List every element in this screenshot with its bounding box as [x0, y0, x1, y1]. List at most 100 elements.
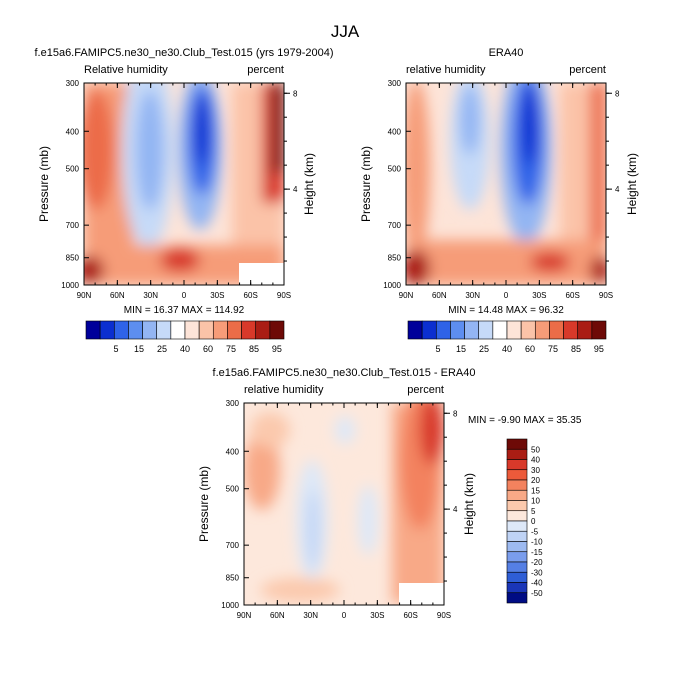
colorbar-label: 60 — [525, 344, 535, 354]
x-tick-label: 30S — [210, 291, 224, 300]
height-tick-label: 4 — [293, 185, 298, 194]
x-tick-label: 60S — [244, 291, 258, 300]
colorbar-box — [506, 489, 528, 501]
colorbar-label: 95 — [594, 344, 604, 354]
colorbar-label: 0 — [531, 517, 536, 526]
x-tick-label: 90N — [237, 611, 252, 620]
x-tick-label: 90N — [77, 291, 92, 300]
x-tick-label: 90S — [599, 291, 613, 300]
colorbar-box — [506, 551, 528, 563]
x-tick-label: 90N — [399, 291, 414, 300]
y-tick-label: 500 — [66, 165, 80, 174]
colorbar-box — [506, 500, 528, 512]
colorbar-box — [99, 320, 115, 340]
colorbar-label: 40 — [531, 456, 540, 465]
panel-title: ERA40 — [489, 47, 524, 59]
colorbar-label: 40 — [180, 344, 190, 354]
y-tick-label: 300 — [226, 399, 240, 408]
panel-title: f.e15a6.FAMIPC5.ne30_ne30.Club_Test.015 … — [213, 367, 476, 379]
height-tick-label: 8 — [615, 89, 620, 98]
colorbar-box — [506, 469, 528, 481]
x-tick-label: 60N — [110, 291, 125, 300]
colorbar-label: 95 — [272, 344, 282, 354]
colorbar-box — [241, 320, 257, 340]
colorbar-label: 15 — [456, 344, 466, 354]
colorbar-label: 85 — [571, 344, 581, 354]
left-label: relative humidity — [406, 64, 486, 76]
colorbar: 5 15 25 40 60 75 85 95 — [407, 320, 607, 354]
x-tick-label: 60N — [270, 611, 285, 620]
colorbar-box — [506, 530, 528, 542]
colorbar-box — [506, 448, 528, 460]
colorbar-label: 40 — [502, 344, 512, 354]
colorbar-box — [198, 320, 214, 340]
y-tick-label: 500 — [388, 165, 402, 174]
colorbar-label: -15 — [531, 548, 543, 557]
colorbar-box — [142, 320, 158, 340]
colorbar-box — [407, 320, 423, 340]
colorbar-box — [506, 541, 528, 553]
x-tick-label: 30S — [370, 611, 384, 620]
colorbar-label: 50 — [531, 445, 540, 454]
heatmap-field — [244, 403, 444, 605]
colorbar-box — [450, 320, 465, 340]
colorbar-label: 60 — [203, 344, 213, 354]
colorbar-label: 85 — [249, 344, 259, 354]
colorbar-box — [534, 320, 550, 340]
panel-model: f.e15a6.FAMIPC5.ne30_ne30.Club_Test.015 … — [34, 47, 333, 354]
colorbar-label: 25 — [479, 344, 489, 354]
axes: 90N 60N 30N 0 30S 60S 90S 300 400 500 700 850 1000 8 4 — [383, 79, 620, 300]
stats-text: MIN = 14.48 MAX = 96.32 — [448, 305, 564, 316]
y-tick-label: 850 — [388, 254, 402, 263]
right-label: percent — [407, 384, 444, 396]
colorbar-label: 15 — [134, 344, 144, 354]
x-tick-label: 90S — [277, 291, 291, 300]
colorbar-box — [506, 459, 528, 471]
colorbar-label: -20 — [531, 558, 543, 567]
y-axis-label: Pressure (mb) — [37, 146, 51, 222]
colorbar-box — [506, 582, 528, 594]
colorbar-box — [212, 320, 228, 340]
y-axis-label-right: Height (km) — [462, 473, 476, 535]
colorbar-box — [227, 320, 242, 340]
y-tick-label: 400 — [388, 127, 402, 136]
heatmap-field — [406, 83, 606, 285]
colorbar-label: -5 — [531, 527, 539, 536]
colorbar-label: 75 — [226, 344, 236, 354]
y-tick-label: 1000 — [221, 601, 239, 610]
y-tick-label: 700 — [388, 221, 402, 230]
colorbar-box — [421, 320, 437, 340]
colorbar-label: -30 — [531, 568, 543, 577]
y-tick-label: 850 — [226, 574, 240, 583]
panel-difference: f.e15a6.FAMIPC5.ne30_ne30.Club_Test.015 … — [197, 367, 582, 620]
x-tick-label: 60S — [404, 611, 418, 620]
colorbar-label: 10 — [531, 497, 540, 506]
height-tick-label: 8 — [293, 89, 298, 98]
colorbar-box — [128, 320, 143, 340]
x-tick-label: 90S — [437, 611, 451, 620]
colorbar: 5 15 25 40 60 75 85 95 — [85, 320, 285, 354]
colorbar-box — [506, 479, 528, 491]
colorbar-label: 5 — [114, 344, 119, 354]
colorbar-box — [492, 320, 508, 340]
colorbar-box — [435, 320, 451, 340]
y-axis-label: Pressure (mb) — [197, 466, 211, 542]
colorbar-label: 15 — [531, 486, 540, 495]
y-tick-label: 700 — [226, 541, 240, 550]
y-tick-label: 850 — [66, 254, 80, 263]
y-axis-label: Pressure (mb) — [359, 146, 373, 222]
colorbar-label: -10 — [531, 538, 543, 547]
y-tick-label: 1000 — [61, 281, 79, 290]
stats-text: MIN = -9.90 MAX = 35.35 — [468, 415, 582, 426]
colorbar-box — [506, 571, 528, 583]
x-tick-label: 30N — [143, 291, 158, 300]
colorbar-label: -50 — [531, 589, 543, 598]
height-tick-label: 4 — [615, 185, 620, 194]
colorbar-box — [506, 592, 528, 604]
y-axis-label-right: Height (km) — [625, 153, 639, 215]
axes: 90N 60N 30N 0 30S 60S 90S 300 400 500 700 850 1000 8 4 — [61, 79, 298, 300]
colorbar-box — [170, 320, 186, 340]
x-tick-label: 30N — [303, 611, 318, 620]
